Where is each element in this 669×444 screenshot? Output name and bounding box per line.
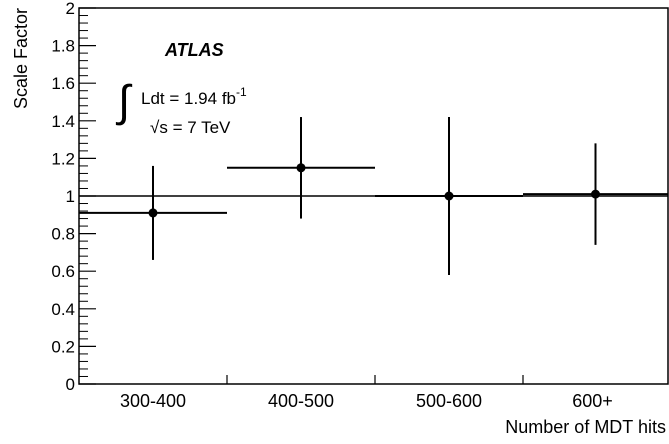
atlas-label: ATLAS [164, 40, 224, 60]
luminosity-label: Ldt = 1.94 fb-1 [141, 85, 247, 108]
x-axis-title: Number of MDT hits [505, 417, 666, 437]
x-tick-label: 500-600 [416, 391, 482, 411]
y-axis-title: Scale Factor [11, 8, 31, 109]
sqrt-symbol: √ [150, 118, 160, 137]
marker [296, 163, 306, 173]
x-tick-label: 300-400 [120, 391, 186, 411]
marker [148, 208, 158, 218]
data-points [79, 117, 668, 275]
luminosity-text: Ldt = 1.94 fb [141, 89, 236, 108]
y-tick-label: 2 [66, 0, 75, 18]
energy-text: s = 7 TeV [159, 118, 231, 137]
y-tick-label: 0.8 [51, 225, 75, 244]
y-tick-label: 0.6 [51, 262, 75, 281]
marker [591, 189, 600, 199]
x-axis: 300-400 400-500 500-600 600+ [120, 375, 613, 411]
data-point-400-500 [227, 117, 375, 219]
marker [444, 191, 454, 201]
integral-symbol: ∫ [115, 77, 133, 126]
y-axis: 0 0.2 0.4 0.6 0.8 1 1.2 1.4 1.6 1.8 2 [51, 0, 96, 394]
y-tick-label: 1.6 [51, 74, 75, 93]
data-point-600+ [523, 143, 668, 245]
y-tick-label: 1.8 [51, 37, 75, 56]
luminosity-exponent: -1 [236, 85, 247, 99]
y-tick-label: 0 [66, 375, 75, 394]
data-point-500-600 [375, 117, 523, 275]
data-point-300-400 [79, 165, 227, 260]
energy-label: √s = 7 TeV [150, 118, 231, 137]
y-tick-label: 1.2 [51, 149, 75, 168]
x-tick-label: 400-500 [268, 391, 334, 411]
y-tick-label: 0.2 [51, 337, 75, 356]
y-tick-label: 1.4 [51, 112, 75, 131]
y-tick-label: 1 [66, 187, 75, 206]
x-tick-label: 600+ [572, 391, 613, 411]
y-tick-label: 0.4 [51, 300, 75, 319]
